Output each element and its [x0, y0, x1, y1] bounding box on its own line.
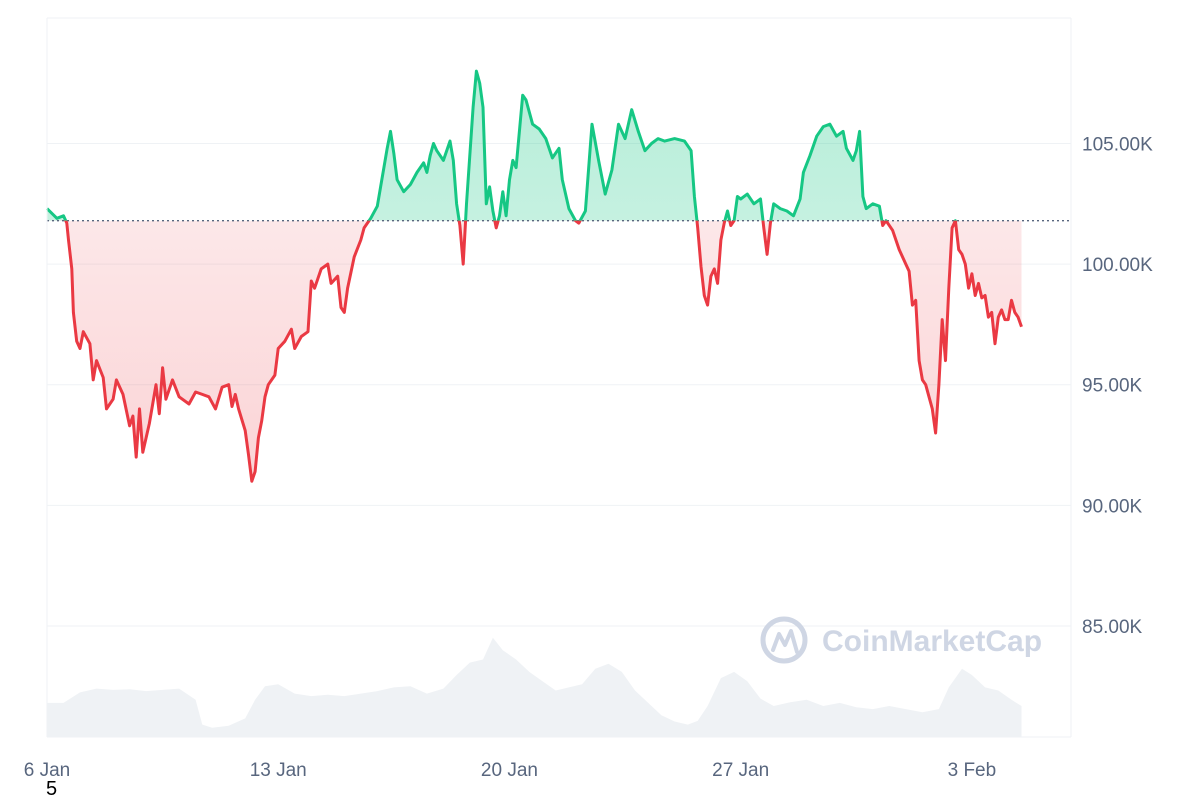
y-tick-label: 85.00K — [1082, 617, 1143, 638]
volume-area — [47, 637, 1022, 737]
y-tick-label: 105.00K — [1082, 134, 1153, 155]
x-axis: 6 Jan 13 Jan 20 Jan 27 Jan 3 Feb — [24, 760, 996, 781]
coinmarketcap-logo-icon — [760, 616, 808, 664]
x-tick-label: 20 Jan — [481, 760, 538, 781]
area-fill-below-baseline — [47, 220, 1022, 482]
y-tick-label: 100.00K — [1082, 255, 1153, 276]
x-tick-label: 3 Feb — [948, 760, 997, 781]
y-tick-label: 90.00K — [1082, 496, 1143, 517]
price-line-above-baseline — [45, 69, 957, 221]
price-line-below-baseline — [64, 220, 1023, 483]
footnote-label: 5 — [46, 778, 58, 800]
x-tick-label: 13 Jan — [250, 760, 307, 781]
x-tick-label: 27 Jan — [712, 760, 769, 781]
y-tick-label: 95.00K — [1082, 376, 1143, 397]
y-axis: 85.00K 90.00K 95.00K 100.00K 105.00K — [1082, 134, 1153, 638]
watermark-text: CoinMarketCap — [822, 625, 1042, 658]
coinmarketcap-logo-mark — [771, 629, 799, 654]
x-tick-label: 6 Jan — [24, 760, 70, 781]
watermark-logo: CoinMarketCap — [760, 616, 1042, 664]
area-fill-above-baseline — [47, 71, 882, 221]
